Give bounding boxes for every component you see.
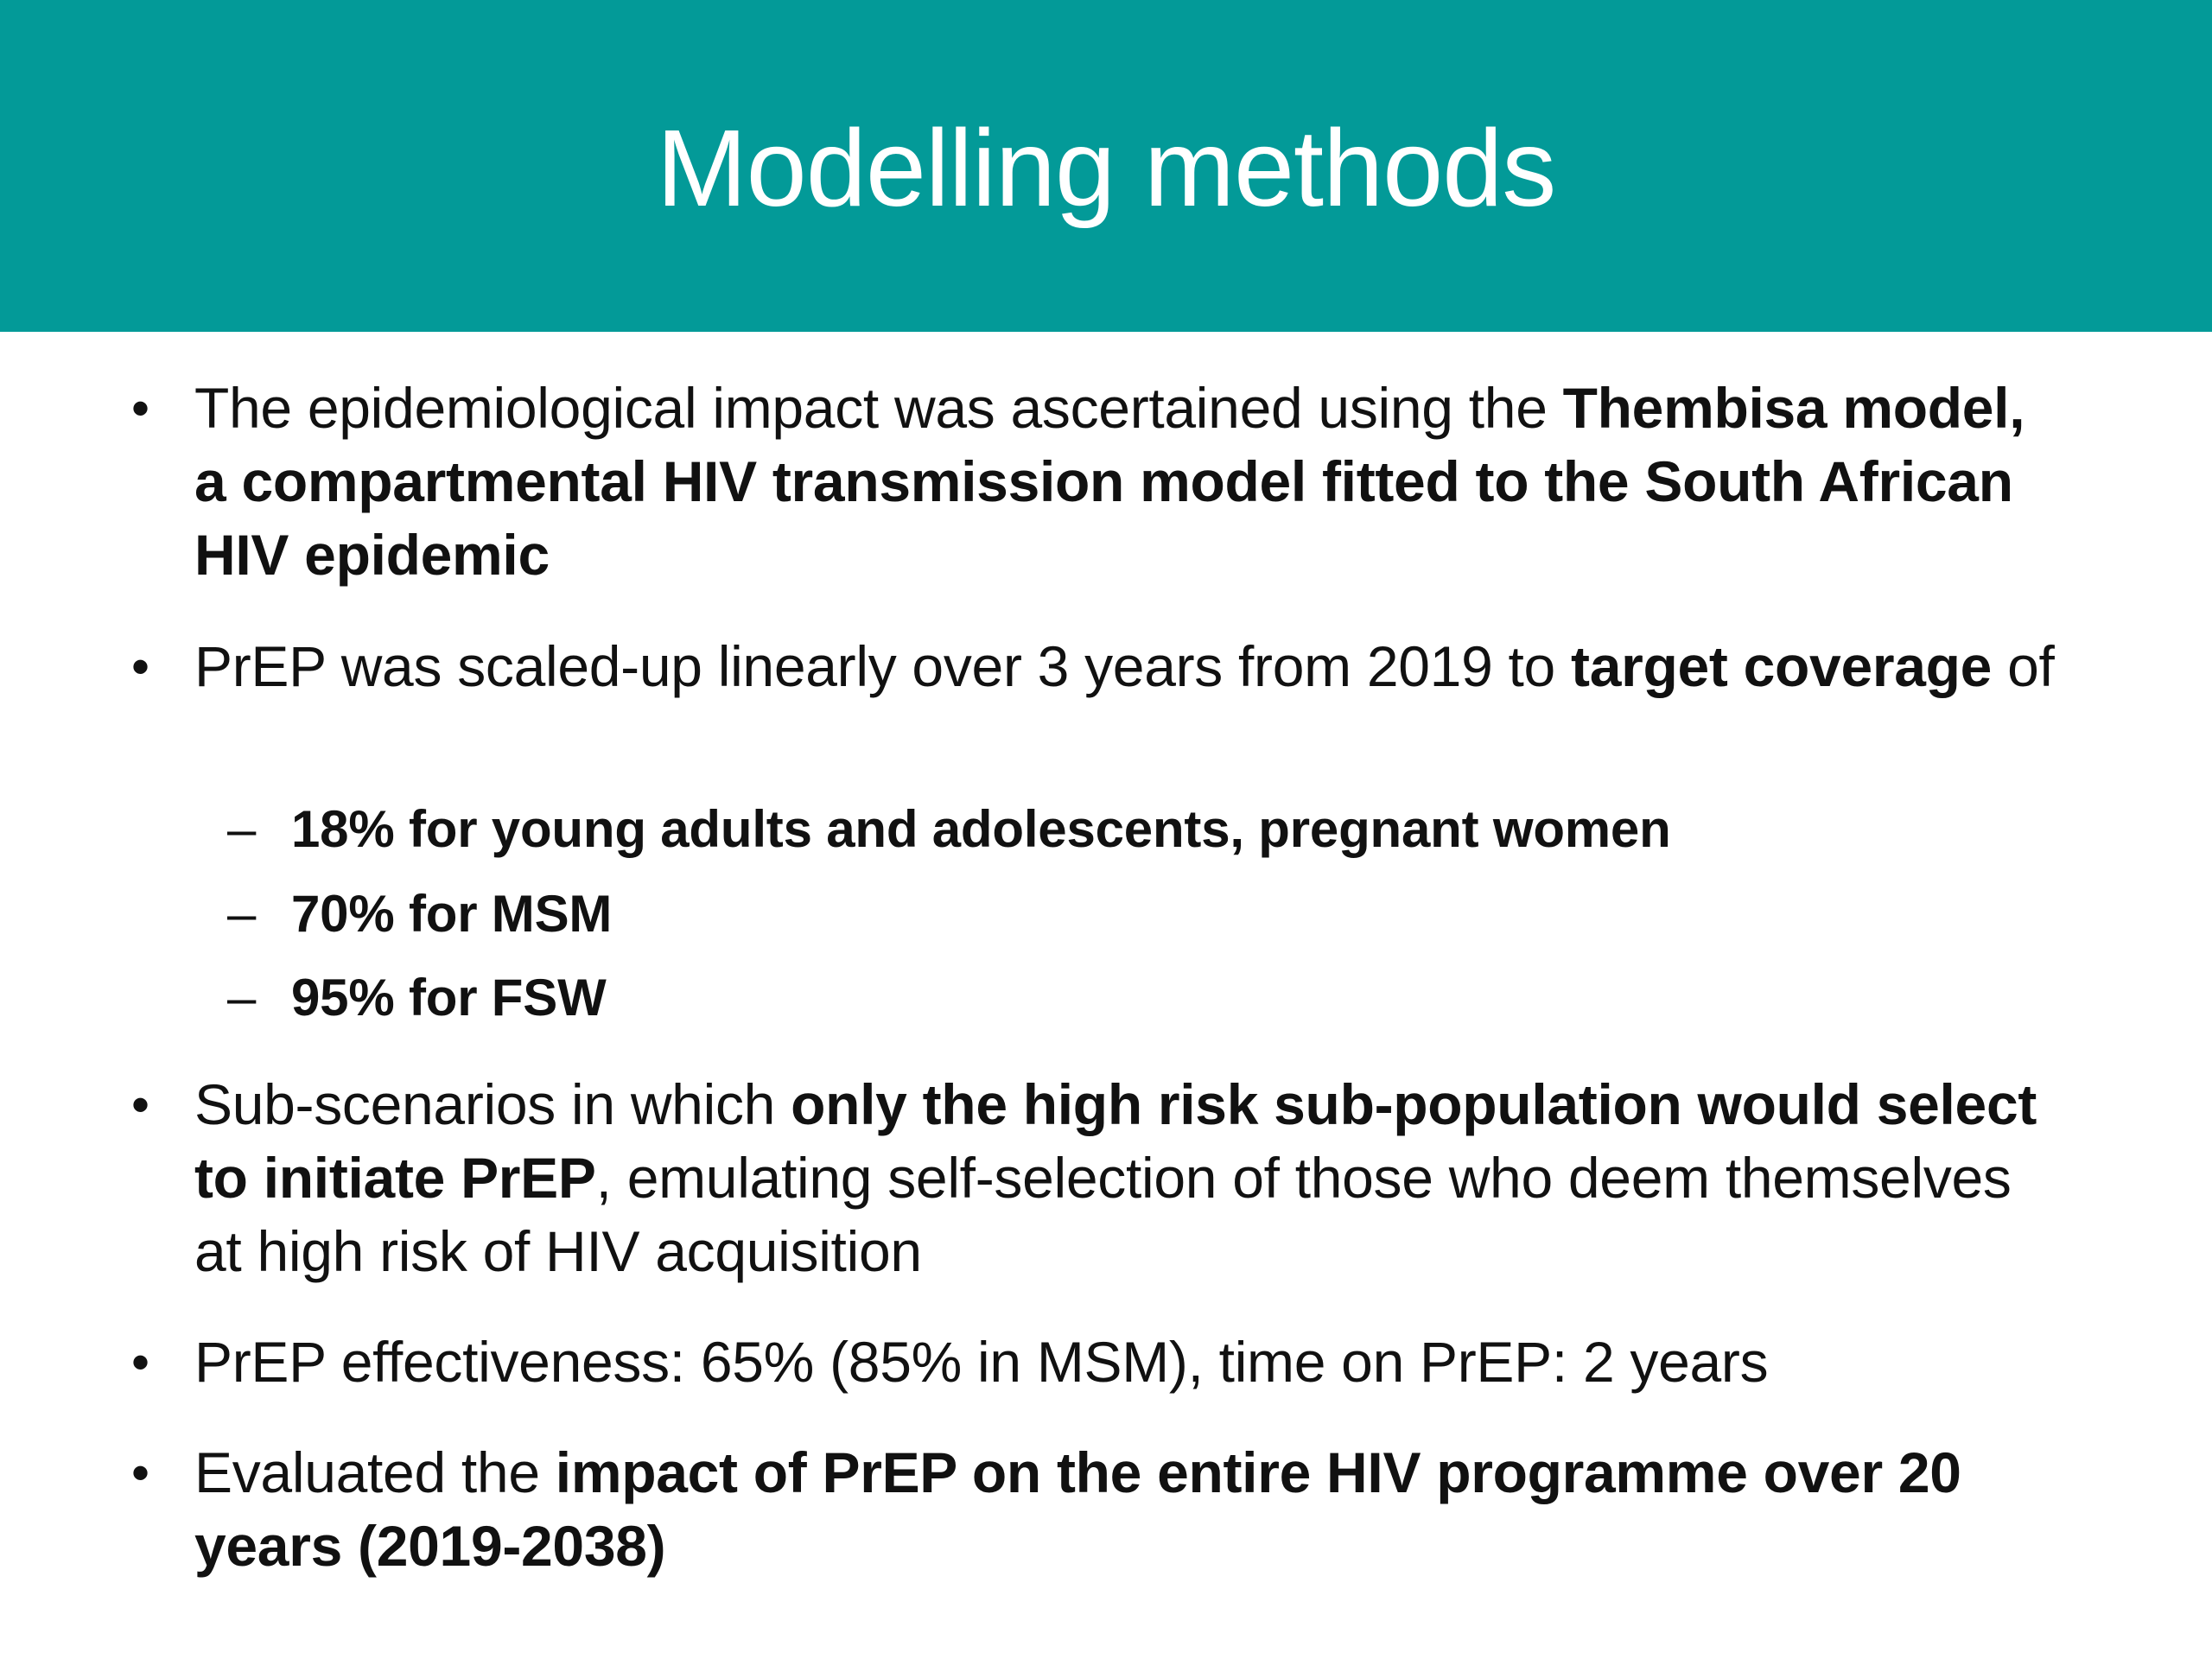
text-run: Evaluated the (194, 1440, 556, 1504)
dash-icon: – (227, 800, 257, 858)
slide-body: • The epidemiological impact was ascerta… (0, 332, 2212, 1659)
bold-text-run: impact of PrEP on the entire HIV program… (194, 1440, 1961, 1578)
bullet-text: PrEP effectiveness: 65% (85% in MSM), ti… (194, 1325, 2061, 1399)
bullet-text: Evaluated the impact of PrEP on the enti… (194, 1436, 2061, 1583)
bullet-text: Sub-scenarios in which only the high ris… (194, 1068, 2061, 1288)
dash-icon: – (227, 969, 257, 1027)
bullet-icon: • (131, 1444, 150, 1502)
bold-text-run: Thembisa model, a compartmental HIV tran… (194, 376, 2025, 587)
dash-icon: – (227, 885, 257, 943)
text-run: Sub-scenarios in which (194, 1072, 791, 1136)
sub-item-text: 18% for young adults and adolescents, pr… (291, 800, 1671, 858)
bold-text-run: only the high risk sub-population would … (194, 1072, 2037, 1210)
bold-text-run: target coverage (1571, 634, 1993, 698)
text-run: PrEP was scaled-up linearly over 3 years… (194, 634, 1572, 698)
sub-item-text: 95% for FSW (291, 969, 607, 1027)
bullet-icon: • (131, 379, 150, 437)
text-run: , emulating self-selection of those who … (194, 1146, 2012, 1283)
bullet-icon: • (131, 1333, 150, 1391)
bullet-icon: • (131, 1076, 150, 1134)
bullet-icon: • (131, 638, 150, 696)
text-run: The epidemiological impact was ascertain… (194, 376, 1563, 440)
sub-item-text: 70% for MSM (291, 885, 613, 943)
slide-header: Modelling methods (0, 0, 2212, 332)
bullet-text: PrEP was scaled-up linearly over 3 years… (194, 630, 2061, 703)
text-run: PrEP effectiveness: 65% (85% in MSM), ti… (194, 1330, 1769, 1394)
bullet-text: The epidemiological impact was ascertain… (194, 372, 2061, 592)
text-run: of (1992, 634, 2055, 698)
slide-title: Modelling methods (656, 106, 1557, 229)
